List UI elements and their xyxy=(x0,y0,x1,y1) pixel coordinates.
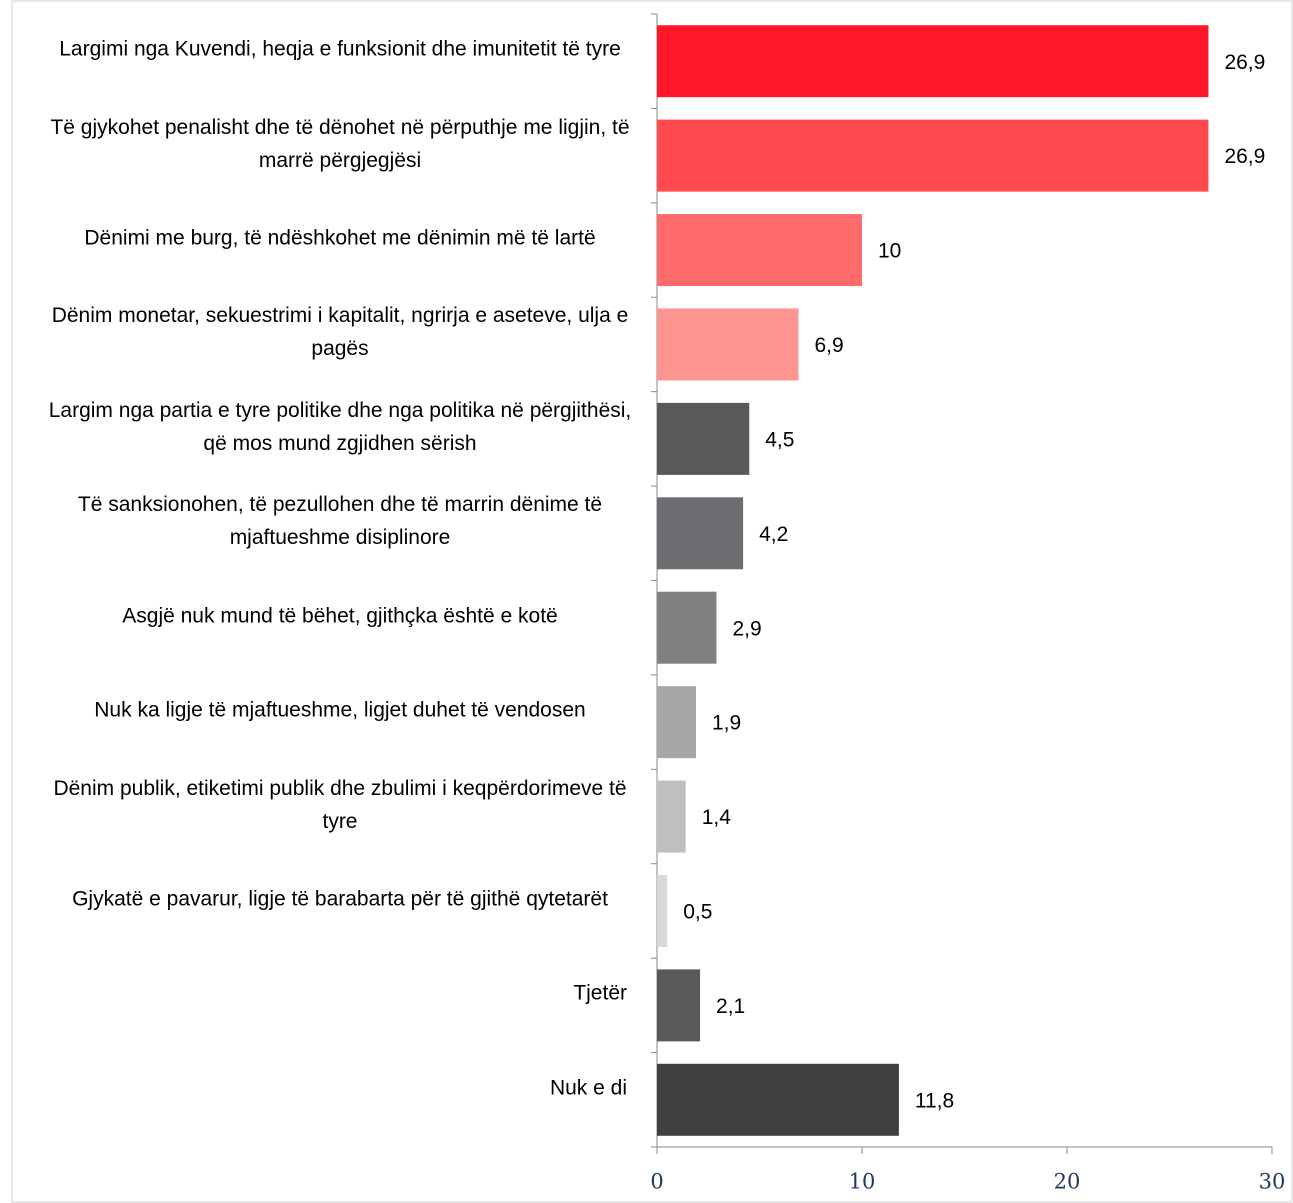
frame xyxy=(11,0,1293,1203)
bar xyxy=(657,119,1209,192)
bar xyxy=(657,214,862,287)
value-label: 4,2 xyxy=(759,523,788,546)
category-label: Largimi nga Kuvendi, heqja e funksionit … xyxy=(59,37,621,61)
value-label: 0,5 xyxy=(683,901,712,924)
x-tick-label: 10 xyxy=(849,1170,876,1194)
x-tick-label: 20 xyxy=(1054,1170,1081,1194)
value-label: 6,9 xyxy=(814,334,843,357)
category-label: Tjetër xyxy=(573,981,627,1005)
category-label: Largim nga partia e tyre politike dhe ng… xyxy=(48,398,632,455)
bar xyxy=(657,780,686,853)
x-tick-label: 0 xyxy=(650,1170,663,1194)
bar xyxy=(657,308,799,381)
value-label: 26,9 xyxy=(1224,145,1265,168)
category-label: Të gjykohet penalisht dhe të dënohet në … xyxy=(50,115,630,172)
value-label: 2,1 xyxy=(716,995,745,1018)
value-label: 1,4 xyxy=(702,806,732,829)
bar xyxy=(657,25,1209,98)
bar xyxy=(657,402,750,475)
value-label: 10 xyxy=(878,240,901,263)
category-label: Dënimi me burg, të ndëshkohet me dënimin… xyxy=(84,226,596,250)
value-label: 2,9 xyxy=(732,617,761,640)
category-label: Nuk e di xyxy=(549,1076,627,1100)
x-tick-label: 30 xyxy=(1259,1170,1286,1194)
bar xyxy=(657,969,701,1042)
bar xyxy=(657,591,717,664)
bar xyxy=(657,1063,899,1136)
bar xyxy=(657,497,744,570)
value-label: 1,9 xyxy=(712,712,741,735)
bar xyxy=(657,686,696,759)
category-label: Asgjë nuk mund të bëhet, gjithçka është … xyxy=(122,604,558,628)
category-label: Dënim publik, etiketimi publik dhe zbuli… xyxy=(53,776,627,833)
category-label: Dënim monetar, sekuestrimi i kapitalit, … xyxy=(51,304,629,361)
category-label: Nuk ka ligje të mjaftueshme, ligjet duhe… xyxy=(94,698,586,722)
category-label: Gjykatë e pavarur, ligje të barabarta pë… xyxy=(72,887,608,911)
category-label: Të sanksionohen, të pezullohen dhe të ma… xyxy=(77,493,603,550)
value-label: 26,9 xyxy=(1224,51,1265,74)
bar xyxy=(657,874,668,947)
value-label: 11,8 xyxy=(915,1089,954,1112)
value-label: 4,5 xyxy=(765,428,794,451)
